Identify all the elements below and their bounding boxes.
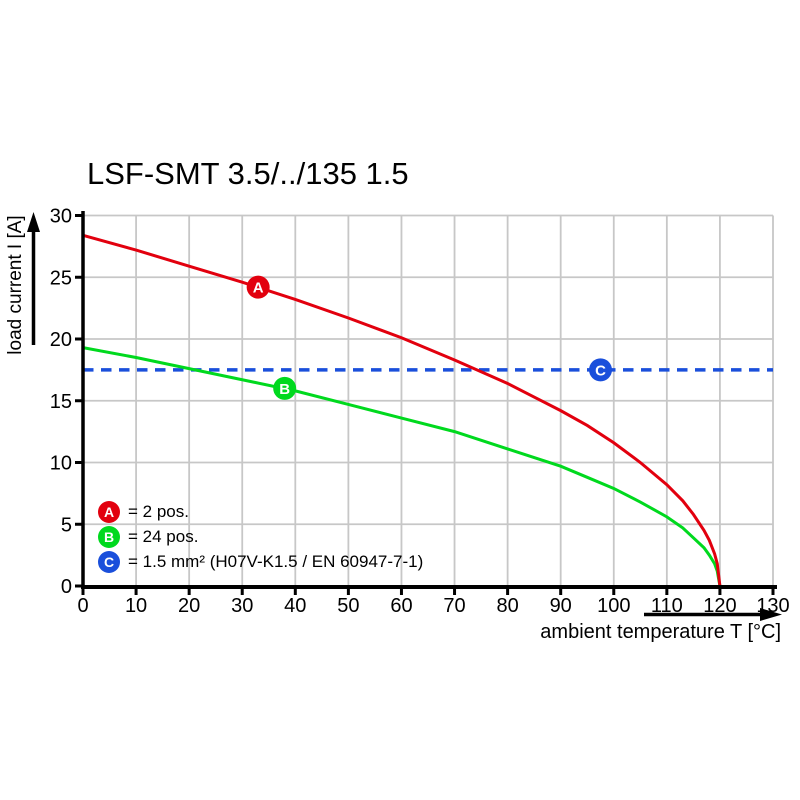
chart-title: LSF-SMT 3.5/../135 1.5 <box>87 156 409 191</box>
x-tick-label: 10 <box>125 595 147 617</box>
y-tick-label: 15 <box>50 391 72 413</box>
legend-label-b: = 24 pos. <box>128 527 199 546</box>
x-tick-label: 50 <box>337 595 359 617</box>
legend-label-a: = 2 pos. <box>128 502 189 521</box>
y-tick-label: 25 <box>50 267 72 289</box>
legend-item-a: A = 2 pos. <box>98 501 423 523</box>
legend-item-b: B = 24 pos. <box>98 526 423 548</box>
x-axis-label: ambient temperature T [°C] <box>540 621 781 643</box>
legend-marker-a-icon: A <box>98 501 120 523</box>
x-tick-label: 40 <box>284 595 306 617</box>
y-tick-label: 10 <box>50 453 72 475</box>
curve-marker-b-letter: B <box>279 381 290 398</box>
legend: A = 2 pos. B = 24 pos. C = 1.5 mm² (H07V… <box>98 501 423 573</box>
y-tick-label: 0 <box>61 576 72 598</box>
legend-marker-b-icon: B <box>98 526 120 548</box>
curve-marker-c <box>589 358 612 382</box>
y-tick-label: 5 <box>61 514 72 536</box>
x-tick-label: 60 <box>390 595 412 617</box>
y-axis-arrowhead-icon <box>27 212 40 232</box>
x-tick-label: 90 <box>550 595 572 617</box>
x-tick-label: 110 <box>651 595 683 617</box>
legend-label-c: = 1.5 mm² (H07V-K1.5 / EN 60947-7-1) <box>128 552 424 571</box>
x-tick-label: 70 <box>443 595 465 617</box>
x-tick-label: 100 <box>597 595 630 617</box>
curve-marker-a <box>246 275 270 299</box>
curve-marker-c-letter: C <box>595 362 606 379</box>
x-tick-label: 20 <box>178 595 200 617</box>
x-tick-label: 80 <box>496 595 518 617</box>
x-tick-label: 30 <box>231 595 253 617</box>
curve-marker-a-letter: A <box>253 280 264 297</box>
legend-marker-c-icon: C <box>98 551 120 573</box>
x-axis-arrowhead-icon <box>760 608 782 621</box>
y-tick-label: 20 <box>50 329 72 351</box>
curve-marker-b <box>273 376 297 400</box>
series-b-line <box>82 346 722 587</box>
x-tick-label: 120 <box>703 595 736 617</box>
x-tick-label: 0 <box>77 595 88 617</box>
legend-item-c: C = 1.5 mm² (H07V-K1.5 / EN 60947-7-1) <box>98 551 423 573</box>
y-tick-label: 30 <box>50 206 72 228</box>
